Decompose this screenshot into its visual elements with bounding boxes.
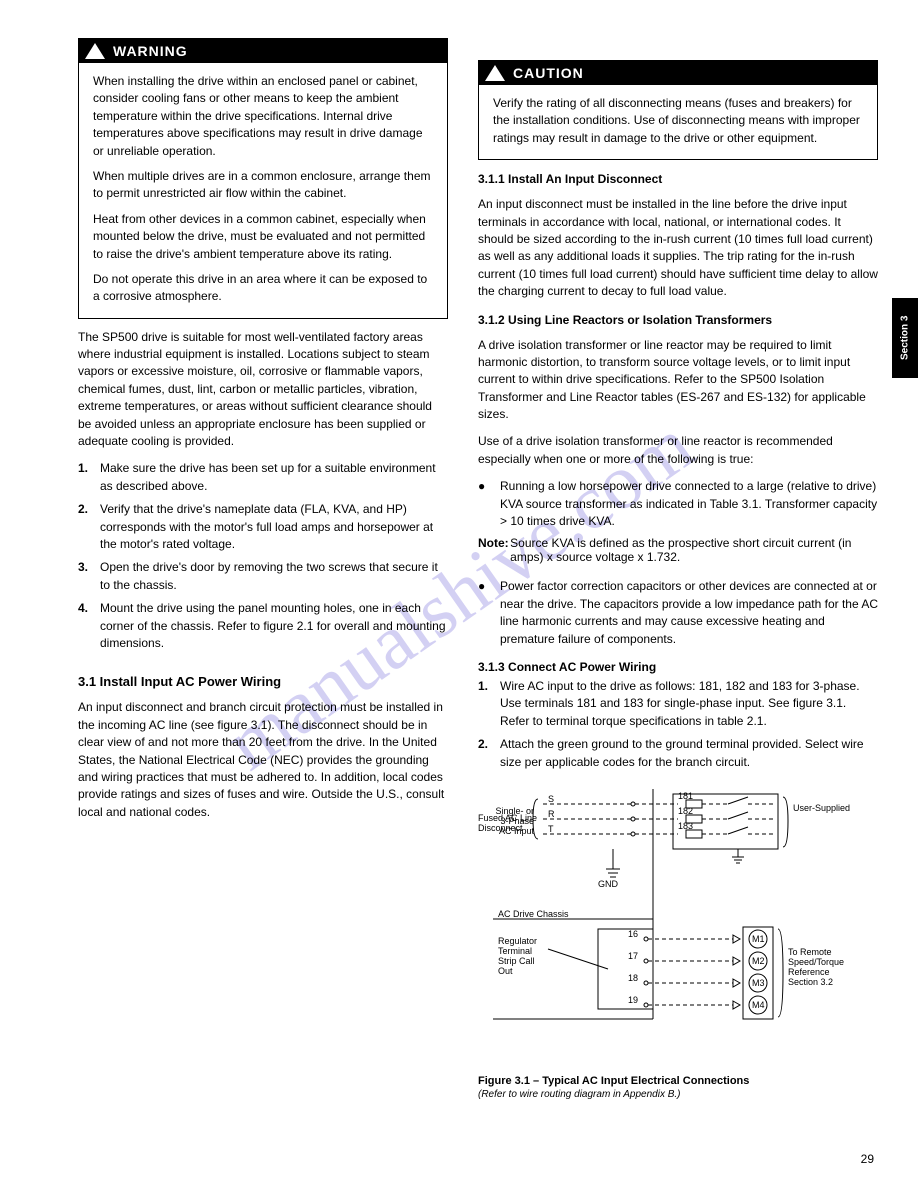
step-num: 2.	[78, 501, 100, 553]
caution-triangle-icon	[485, 65, 505, 81]
section-3-1-3-heading: 3.1.3 Connect AC Power Wiring	[478, 660, 878, 674]
p311: An input disconnect must be installed in…	[478, 196, 878, 300]
step-1: 1. Make sure the drive has been set up f…	[78, 460, 448, 495]
step-txt: Verify that the drive's nameplate data (…	[100, 501, 448, 553]
bullet-txt: Running a low horsepower drive connected…	[500, 478, 878, 530]
figure-subcaption: (Refer to wire routing diagram in Append…	[478, 1089, 878, 1100]
caut-p1: Verify the rating of all disconnecting m…	[493, 95, 865, 147]
figure-3-1: .ln { stroke:#000; stroke-width:1; fill:…	[478, 789, 878, 1100]
svg-text:19: 19	[628, 995, 638, 1005]
step-num: 4.	[78, 600, 100, 652]
svg-text:M3: M3	[752, 978, 765, 988]
warn-p3: Heat from other devices in a common cabi…	[93, 211, 435, 263]
svg-text:S: S	[548, 794, 554, 804]
wiring-diagram-svg: .ln { stroke:#000; stroke-width:1; fill:…	[478, 789, 858, 1069]
figure-caption: Figure 3.1 – Typical AC Input Electrical…	[478, 1075, 878, 1087]
svg-text:18: 18	[628, 973, 638, 983]
warning-box: WARNING When installing the drive within…	[78, 38, 448, 319]
svg-text:To RemoteSpeed/TorqueReference: To RemoteSpeed/TorqueReferenceSection 3.…	[788, 947, 844, 987]
warn-p1: When installing the drive within an encl…	[93, 73, 435, 160]
svg-text:RegulatorTerminalStrip CallOut: RegulatorTerminalStrip CallOut	[498, 936, 537, 976]
svg-text:T: T	[548, 824, 554, 834]
right-column: CAUTION Verify the rating of all disconn…	[478, 38, 878, 1100]
section-3-1-1-heading: 3.1.1 Install An Input Disconnect	[478, 172, 878, 186]
step-txt: Attach the green ground to the ground te…	[500, 736, 878, 771]
step-2: 2. Verify that the drive's nameplate dat…	[78, 501, 448, 553]
svg-text:183: 183	[678, 821, 693, 831]
warn-p4: Do not operate this drive in an area whe…	[93, 271, 435, 306]
bullet: ●	[478, 578, 500, 648]
caution-header: CAUTION	[479, 61, 877, 85]
svg-text:M1: M1	[752, 934, 765, 944]
p312a: A drive isolation transformer or line re…	[478, 337, 878, 424]
svg-text:R: R	[548, 809, 555, 819]
warning-header: WARNING	[79, 39, 447, 63]
warning-body: When installing the drive within an encl…	[79, 63, 447, 318]
svg-text:17: 17	[628, 951, 638, 961]
step-3: 3. Open the drive's door by removing the…	[78, 559, 448, 594]
bullet: ●	[478, 478, 500, 530]
step-txt: Open the drive's door by removing the tw…	[100, 559, 448, 594]
step-num: 1.	[78, 460, 100, 495]
section-3-1-2-heading: 3.1.2 Using Line Reactors or Isolation T…	[478, 313, 878, 327]
step-num: 2.	[478, 736, 500, 771]
r-step-1: 1. Wire AC input to the drive as follows…	[478, 678, 878, 730]
svg-text:AC Drive Chassis: AC Drive Chassis	[498, 909, 569, 919]
section-tab: Section 3	[892, 298, 918, 378]
svg-text:M4: M4	[752, 1000, 765, 1010]
body-p1: The SP500 drive is suitable for most wel…	[78, 329, 448, 451]
svg-text:181: 181	[678, 791, 693, 801]
note: Note: Source KVA is defined as the prosp…	[478, 536, 878, 564]
warn-p2: When multiple drives are in a common enc…	[93, 168, 435, 203]
warning-label: WARNING	[113, 43, 188, 59]
svg-text:M2: M2	[752, 956, 765, 966]
step-txt: Mount the drive using the panel mounting…	[100, 600, 448, 652]
step-num: 1.	[478, 678, 500, 730]
note-label: Note:	[478, 536, 510, 564]
r-step-2: 2. Attach the green ground to the ground…	[478, 736, 878, 771]
page-number: 29	[861, 1152, 874, 1166]
svg-text:GND: GND	[598, 879, 619, 889]
bullet-2: ● Power factor correction capacitors or …	[478, 578, 878, 648]
warning-triangle-icon	[85, 43, 105, 59]
caution-box: CAUTION Verify the rating of all disconn…	[478, 60, 878, 160]
page-content: WARNING When installing the drive within…	[0, 0, 918, 1120]
step-num: 3.	[78, 559, 100, 594]
section-3-1-heading: 3.1 Install Input AC Power Wiring	[78, 674, 448, 689]
note-text: Source KVA is defined as the prospective…	[510, 536, 878, 564]
body-p2: An input disconnect and branch circuit p…	[78, 699, 448, 821]
step-4: 4. Mount the drive using the panel mount…	[78, 600, 448, 652]
svg-text:16: 16	[628, 929, 638, 939]
bullet-1: ● Running a low horsepower drive connect…	[478, 478, 878, 530]
step-txt: Wire AC input to the drive as follows: 1…	[500, 678, 878, 730]
svg-text:182: 182	[678, 806, 693, 816]
p312b: Use of a drive isolation transformer or …	[478, 433, 878, 468]
bullet-txt: Power factor correction capacitors or ot…	[500, 578, 878, 648]
step-txt: Make sure the drive has been set up for …	[100, 460, 448, 495]
caution-body: Verify the rating of all disconnecting m…	[479, 85, 877, 159]
left-column: WARNING When installing the drive within…	[78, 38, 448, 1100]
caution-label: CAUTION	[513, 65, 584, 81]
